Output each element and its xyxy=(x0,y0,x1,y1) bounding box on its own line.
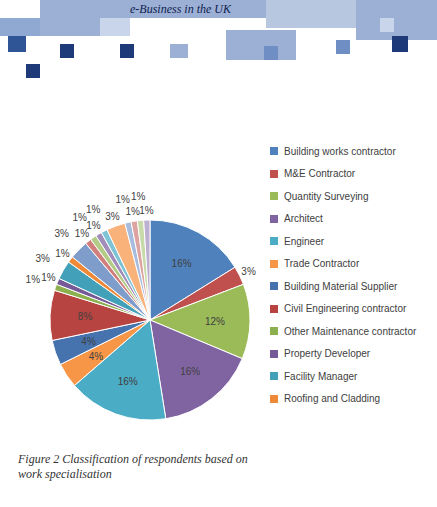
svg-text:1%: 1% xyxy=(55,248,70,259)
html-text:Figure 2 Classification of res: Figure 2 Classification of respondents b… xyxy=(18,452,248,481)
html-text:Engineer: Engineer xyxy=(284,235,324,247)
svg-text:3%: 3% xyxy=(54,228,69,239)
svg-text:16%: 16% xyxy=(180,366,200,377)
html-text:Civil Engineering contractor: Civil Engineering contractor xyxy=(284,303,407,315)
svg-text:4%: 4% xyxy=(89,351,104,362)
svg-text:e-Business in the UK: e-Business in the UK xyxy=(130,2,232,16)
svg-text:1%: 1% xyxy=(74,228,90,239)
svg-text:1%: 1% xyxy=(41,272,56,283)
html-text:Building Material Supplier: Building Material Supplier xyxy=(284,280,398,292)
svg-text:1%: 1% xyxy=(125,206,140,217)
html-text:M&E Contractor: M&E Contractor xyxy=(284,168,356,180)
svg-text:1%: 1% xyxy=(86,204,101,215)
html-text:Building works contractor: Building works contractor xyxy=(284,145,396,157)
html-text:Quantity Surveying: Quantity Surveying xyxy=(284,190,369,202)
svg-text:1%: 1% xyxy=(115,194,130,205)
html-text:Architect: Architect xyxy=(284,213,323,225)
svg-text:1%: 1% xyxy=(139,205,154,216)
svg-text:16%: 16% xyxy=(172,258,192,269)
svg-text:12%: 12% xyxy=(205,316,225,327)
html-text:Facility Manager: Facility Manager xyxy=(284,370,358,382)
svg-text:3%: 3% xyxy=(35,253,50,264)
svg-text:4%: 4% xyxy=(81,336,96,347)
svg-text:3%: 3% xyxy=(105,211,120,222)
html-text:Trade Contractor: Trade Contractor xyxy=(284,258,360,270)
svg-text:8%: 8% xyxy=(78,311,93,322)
html-text:Roofing and Cladding: Roofing and Cladding xyxy=(284,393,381,405)
svg-text:3%: 3% xyxy=(241,266,256,277)
svg-text:1%: 1% xyxy=(72,212,87,223)
html-text:Other Maintenance contractor: Other Maintenance contractor xyxy=(284,325,417,337)
svg-text:1%: 1% xyxy=(26,274,41,285)
svg-text:1%: 1% xyxy=(86,220,101,231)
svg-text:1%: 1% xyxy=(131,191,146,202)
svg-text:16%: 16% xyxy=(118,376,138,387)
html-text:Property Developer: Property Developer xyxy=(284,348,371,360)
